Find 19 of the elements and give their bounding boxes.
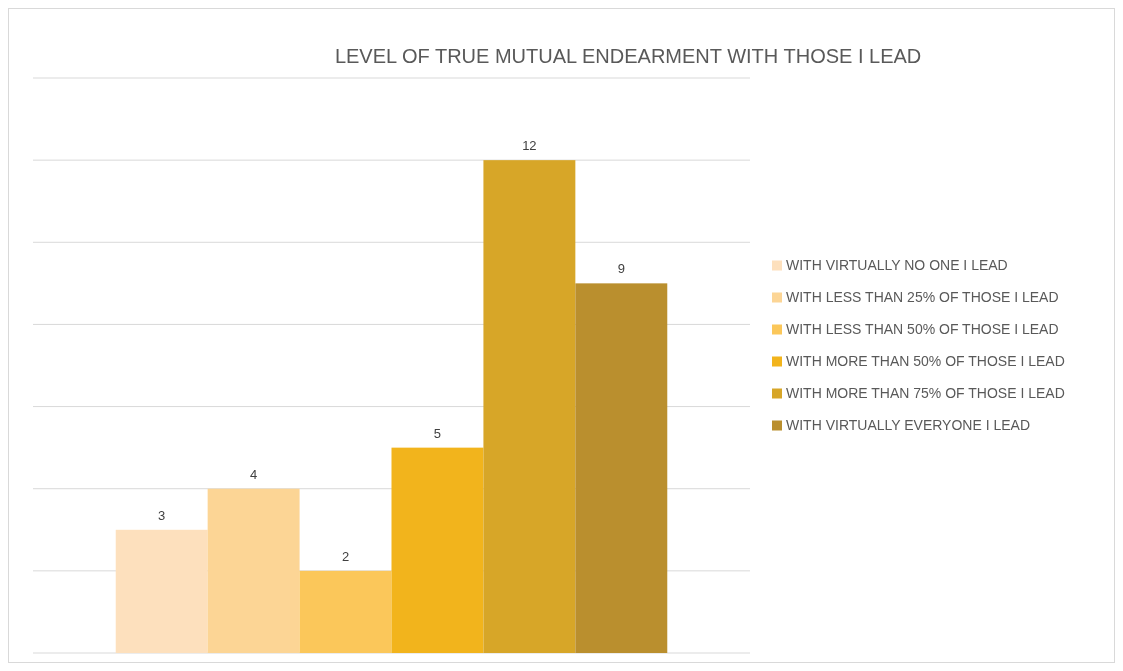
- legend-label: WITH VIRTUALLY EVERYONE I LEAD: [786, 416, 1031, 433]
- legend-label: WITH LESS THAN 50% OF THOSE I LEAD: [786, 320, 1059, 337]
- data-label: 2: [341, 548, 350, 564]
- chart-title: LEVEL OF TRUE MUTUAL ENDEARMENT WITH THOSE I LEAD: [334, 45, 922, 67]
- data-label: 5: [433, 425, 442, 441]
- bar: [391, 447, 484, 653]
- bar: [299, 570, 392, 653]
- data-label: 9: [617, 261, 625, 277]
- bar: [207, 488, 300, 653]
- legend-label: WITH VIRTUALLY NO ONE I LEAD: [786, 256, 1008, 273]
- data-label: 4: [250, 466, 258, 482]
- data-label: 12: [522, 138, 537, 154]
- legend-label: WITH MORE THAN 75% OF THOSE I LEAD: [786, 384, 1065, 401]
- bar: [115, 529, 208, 653]
- legend-label: WITH LESS THAN 25% OF THOSE I LEAD: [786, 288, 1059, 305]
- data-label: 3: [158, 507, 166, 523]
- bar: [483, 160, 576, 653]
- legend-label: WITH MORE THAN 50% OF THOSE I LEAD: [786, 352, 1065, 369]
- bar: [575, 283, 668, 653]
